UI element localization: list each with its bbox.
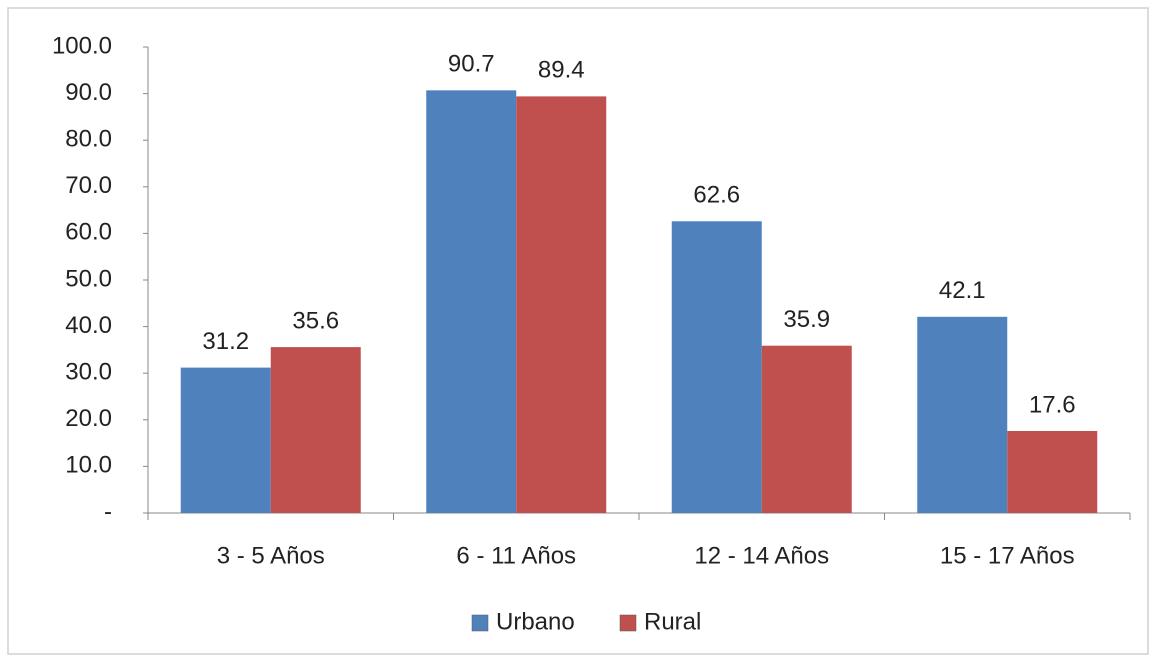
y-tick-label: 40.0 — [65, 312, 112, 339]
legend-swatch — [471, 614, 489, 632]
bar — [761, 345, 852, 513]
value-label: 35.9 — [783, 306, 830, 333]
x-tick-label: 12 - 14 Años — [694, 542, 829, 569]
y-tick-label: 20.0 — [65, 405, 112, 432]
y-tick-label: 50.0 — [65, 265, 112, 292]
y-tick-label: - — [104, 498, 112, 525]
y-tick-label: 60.0 — [65, 219, 112, 246]
legend-label: Rural — [644, 608, 701, 635]
y-tick-label: 100.0 — [52, 32, 112, 59]
legend-label: Urbano — [496, 608, 575, 635]
bar — [1007, 430, 1098, 513]
bar — [180, 367, 271, 513]
bar — [917, 316, 1008, 513]
bar — [671, 221, 762, 513]
y-tick-label: 80.0 — [65, 126, 112, 153]
value-label: 35.6 — [292, 307, 339, 334]
y-tick-label: 30.0 — [65, 359, 112, 386]
value-label: 42.1 — [939, 277, 986, 304]
value-label: 31.2 — [202, 328, 249, 355]
bar — [516, 96, 607, 514]
x-tick-label: 15 - 17 Años — [940, 542, 1075, 569]
y-tick-label: 70.0 — [65, 172, 112, 199]
y-tick-label: 90.0 — [65, 79, 112, 106]
bar — [270, 347, 361, 513]
legend-swatch — [619, 614, 637, 632]
value-label: 17.6 — [1029, 391, 1076, 418]
value-label: 89.4 — [538, 57, 585, 84]
value-label: 90.7 — [448, 51, 495, 78]
y-tick-label: 10.0 — [65, 452, 112, 479]
x-tick-label: 3 - 5 Años — [217, 542, 325, 569]
bar — [426, 90, 517, 513]
value-label: 62.6 — [693, 182, 740, 209]
x-tick-label: 6 - 11 Años — [456, 542, 576, 569]
